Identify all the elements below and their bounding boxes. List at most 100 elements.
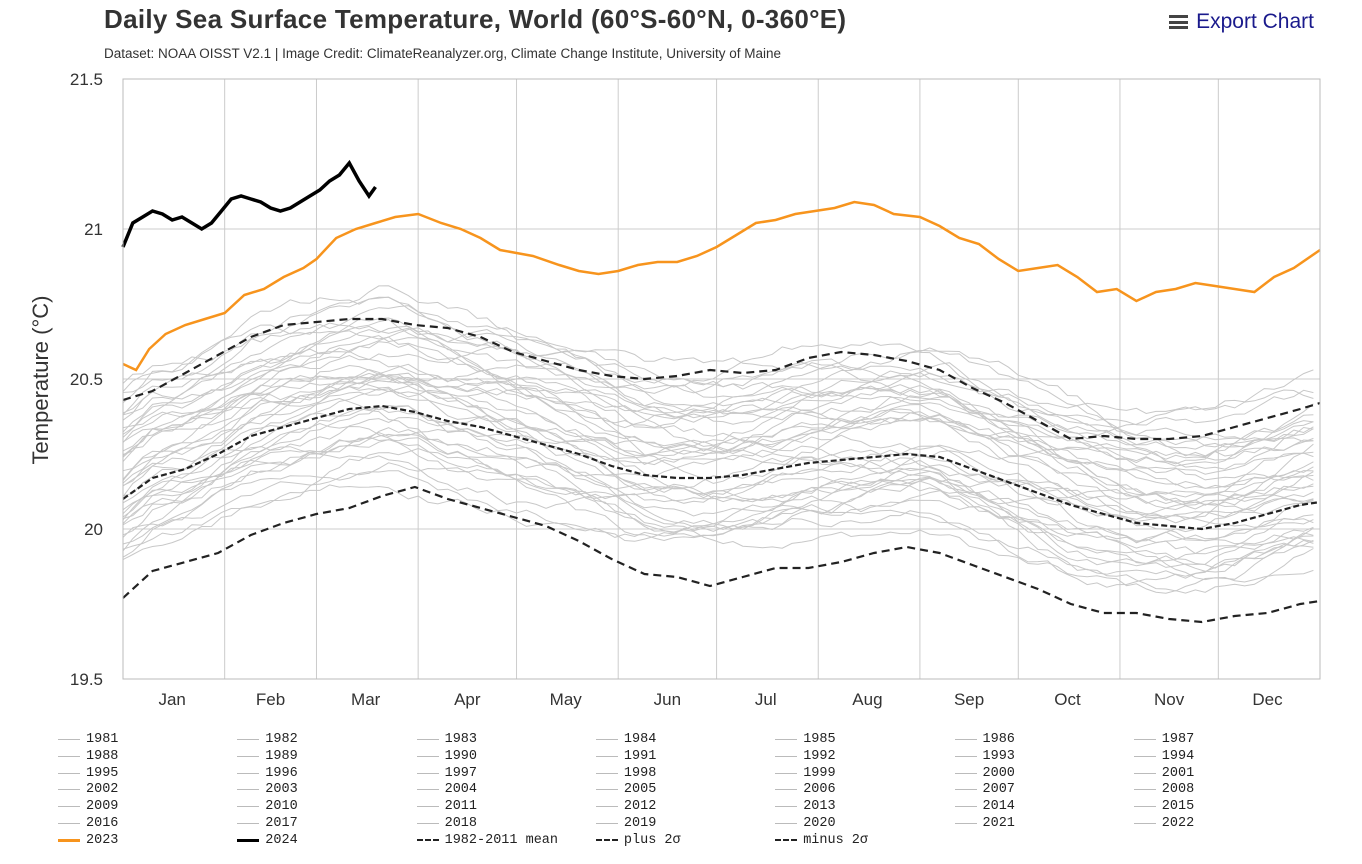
legend-label: 2015 (1161, 799, 1195, 815)
x-tick-label-oct: Oct (1054, 690, 1081, 709)
legend-item-1981[interactable]: 1981 (58, 732, 118, 747)
series-line-1992 (122, 407, 1314, 528)
legend-item-1990[interactable]: 1990 (416, 749, 477, 764)
highlight-year-lines (121, 159, 1321, 372)
legend-swatch (954, 772, 977, 774)
legend-item-1992[interactable]: 1992 (775, 749, 836, 764)
series-line-1982 (122, 470, 1314, 588)
series-line-2000 (122, 382, 1314, 516)
export-chart-button[interactable]: Export Chart (1169, 10, 1314, 34)
legend-swatch (58, 806, 80, 808)
legend-label: 2012 (623, 799, 657, 815)
legend-item-1989[interactable]: 1989 (237, 749, 298, 764)
legend-swatch (58, 823, 80, 824)
legend-swatch (595, 789, 618, 791)
legend-swatch (954, 806, 977, 808)
legend-item-2013[interactable]: 2013 (775, 799, 836, 814)
legend-swatch (775, 789, 798, 791)
legend-item-2021[interactable]: 2021 (954, 816, 1015, 831)
legend-item-2020[interactable]: 2020 (775, 816, 836, 831)
legend-item-minus-2-[interactable]: minus 2σ (775, 833, 868, 848)
legend-swatch (416, 739, 439, 740)
legend-item-2003[interactable]: 2003 (237, 782, 298, 797)
legend-item-1998[interactable]: 1998 (595, 766, 656, 781)
series-line-2010 (122, 335, 1314, 458)
series-line-2008 (122, 354, 1314, 467)
series-line-2017 (122, 325, 1314, 450)
legend-item-1997[interactable]: 1997 (416, 766, 477, 781)
legend-item-2022[interactable]: 2022 (1133, 816, 1194, 831)
legend-item-1993[interactable]: 1993 (954, 748, 1015, 764)
series-line-2021 (122, 305, 1314, 426)
legend-item-1984[interactable]: 1984 (595, 732, 656, 747)
legend-item-1986[interactable]: 1986 (954, 732, 1015, 747)
legend-item-2012[interactable]: 2012 (595, 799, 657, 815)
y-tick-label-3: 21 (84, 220, 103, 239)
legend-swatch (237, 806, 260, 808)
statistic-lines (122, 317, 1321, 624)
legend-item-1987[interactable]: 1987 (1133, 732, 1194, 747)
y-tick-label-2: 20.5 (70, 370, 103, 389)
legend-item-2001[interactable]: 2001 (1133, 766, 1194, 781)
legend-label: 2021 (982, 816, 1015, 831)
series-line-2015 (122, 327, 1314, 441)
legend-label: 2019 (623, 816, 657, 831)
legend-item-2018[interactable]: 2018 (416, 816, 477, 831)
legend-item-2006[interactable]: 2006 (775, 782, 836, 797)
legend-item-2010[interactable]: 2010 (237, 799, 298, 814)
series-line-1995 (122, 415, 1314, 542)
legend-item-2009[interactable]: 2009 (58, 799, 118, 814)
legend-label: 2008 (1161, 782, 1195, 798)
legend-item-2000[interactable]: 2000 (954, 766, 1015, 781)
legend-label: 2024 (265, 832, 298, 848)
legend-label: 1993 (982, 748, 1015, 764)
legend-swatch (1133, 739, 1156, 740)
legend-item-1988[interactable]: 1988 (58, 749, 118, 764)
legend-label: 2009 (86, 799, 119, 815)
legend-item-2014[interactable]: 2014 (954, 799, 1015, 814)
legend-item-2023[interactable]: 2023 (58, 833, 118, 848)
x-tick-label-may: May (550, 690, 583, 709)
legend-item-2016[interactable]: 2016 (58, 816, 118, 831)
legend-item-2008[interactable]: 2008 (1133, 782, 1195, 798)
legend-swatch (416, 755, 439, 757)
series-line-1997 (122, 385, 1314, 504)
export-chart-label: Export Chart (1196, 10, 1314, 33)
legend-item-2002[interactable]: 2002 (58, 782, 118, 797)
legend-item-1991[interactable]: 1991 (595, 749, 656, 764)
legend-label: 2017 (265, 816, 298, 831)
legend-item-2005[interactable]: 2005 (595, 782, 656, 797)
series-line-2002 (122, 372, 1314, 489)
legend-label: 1982-2011 mean (444, 832, 559, 848)
legend-item-2019[interactable]: 2019 (595, 816, 657, 831)
legend-item-1995[interactable]: 1995 (58, 766, 118, 781)
legend-item-2015[interactable]: 2015 (1133, 799, 1195, 815)
chart-title: Daily Sea Surface Temperature, World (60… (104, 4, 847, 34)
legend-item-2004[interactable]: 2004 (416, 782, 477, 797)
chart-grid (122, 78, 1321, 680)
legend-item-2017[interactable]: 2017 (237, 816, 298, 831)
legend-item-1982[interactable]: 1982 (237, 732, 298, 747)
legend-label: plus 2σ (623, 832, 681, 848)
legend-item-1996[interactable]: 1996 (237, 766, 298, 781)
x-tick-label-jul: Jul (755, 690, 777, 709)
y-axis-label: Temperature (°C) (28, 296, 53, 465)
legend-swatch (775, 839, 798, 842)
legend-label: 1994 (1161, 748, 1195, 764)
legend-item-1999[interactable]: 1999 (775, 766, 836, 781)
menu-icon (1169, 15, 1189, 29)
legend-item-2024[interactable]: 2024 (237, 832, 298, 848)
legend-item-1983[interactable]: 1983 (416, 732, 477, 747)
legend-item-1985[interactable]: 1985 (775, 732, 836, 747)
series-line-2020 (122, 296, 1314, 415)
legend-label: 1988 (86, 748, 119, 764)
legend-item-1982-2011-mean[interactable]: 1982-2011 mean (416, 832, 559, 848)
legend-item-2007[interactable]: 2007 (954, 782, 1015, 797)
legend-item-2011[interactable]: 2011 (416, 799, 477, 814)
legend-swatch (416, 839, 439, 842)
legend-label: 2018 (444, 816, 477, 831)
legend-item-plus-2-[interactable]: plus 2σ (595, 832, 681, 848)
temperature-chart: 19.5 20 20.5 21 21.5 Jan Feb Mar Apr May Jun Jul Au… (28, 70, 1321, 709)
legend-swatch (237, 838, 260, 842)
legend-item-1994[interactable]: 1994 (1133, 748, 1195, 764)
